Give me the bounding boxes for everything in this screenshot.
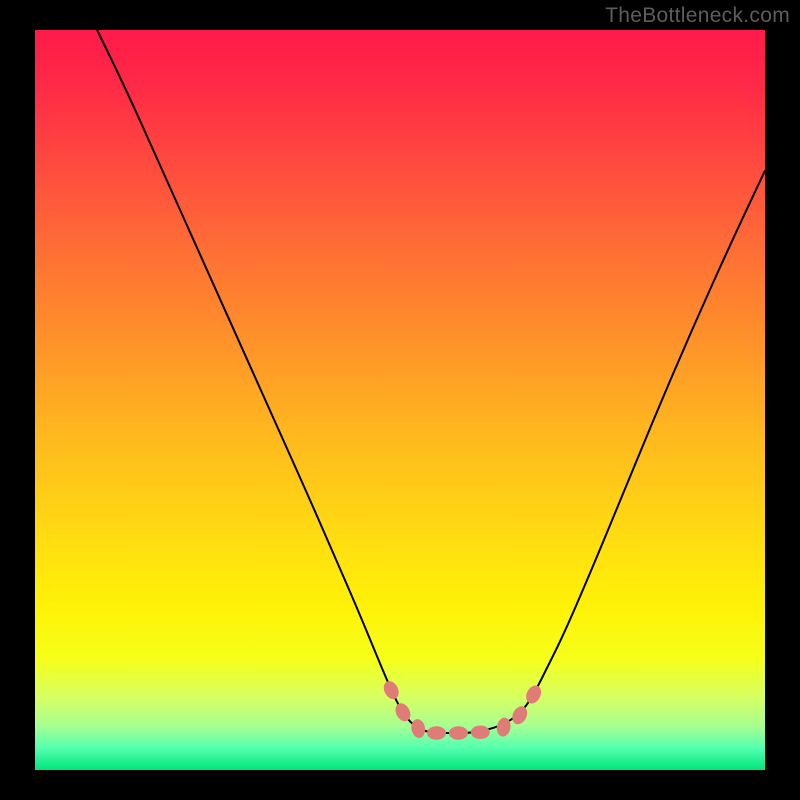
- chart-frame: TheBottleneck.com: [0, 0, 800, 800]
- curve-marker: [449, 726, 468, 740]
- bottleneck-chart: [0, 0, 800, 800]
- curve-marker: [427, 726, 446, 740]
- plot-area: [35, 30, 765, 770]
- watermark-text: TheBottleneck.com: [605, 4, 790, 28]
- curve-marker: [471, 725, 490, 739]
